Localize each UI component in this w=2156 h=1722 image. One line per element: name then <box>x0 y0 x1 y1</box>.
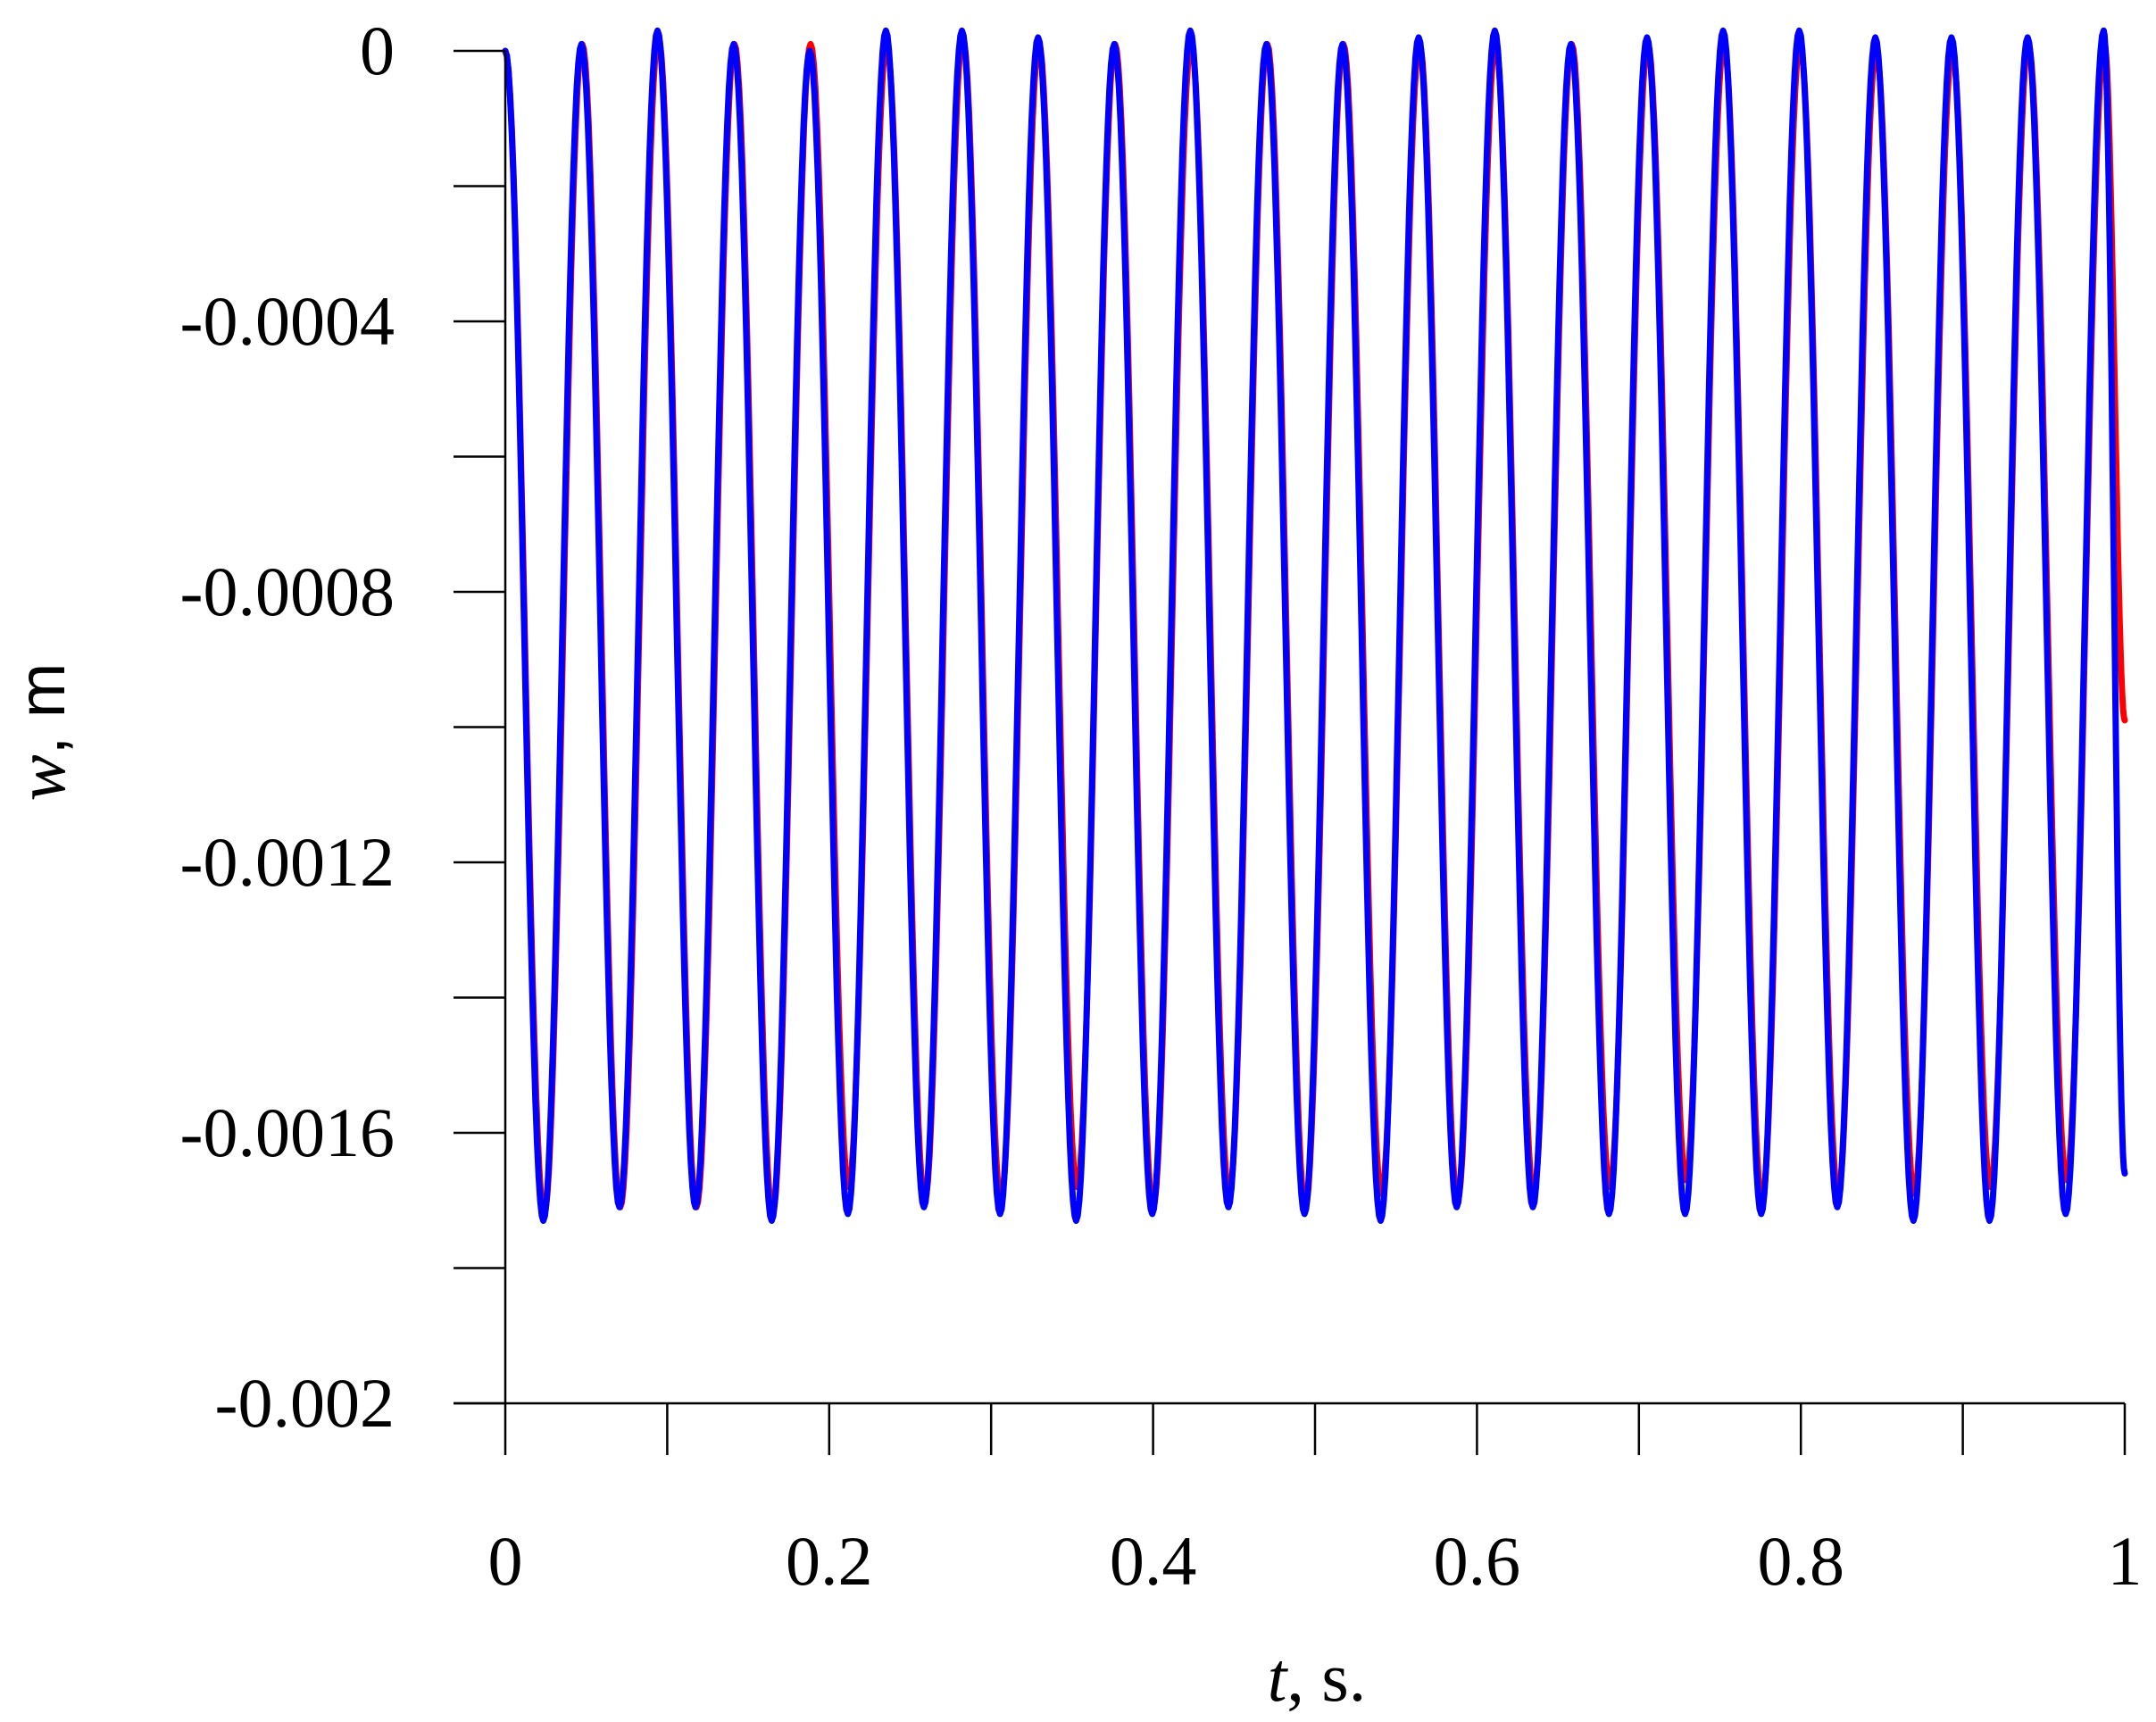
x-tick-label: 0.2 <box>786 1522 873 1600</box>
series-group <box>502 27 2128 1224</box>
x-tick-label: 0.6 <box>1434 1522 1521 1600</box>
y-axis-title: w, m <box>2 663 79 802</box>
x-axis-title-unit: , s. <box>1286 1638 1366 1716</box>
y-tick-label: -0.0004 <box>180 282 395 360</box>
y-tick-label: 0 <box>360 12 395 89</box>
x-axis-title: t, s. <box>1268 1638 1367 1716</box>
x-tick-label: 0.8 <box>1757 1522 1844 1600</box>
y-tick-label: -0.0008 <box>180 553 395 630</box>
x-tick-label: 0 <box>488 1522 523 1600</box>
series-line-1 <box>502 27 2128 1224</box>
y-axis-title-var: w <box>2 754 79 801</box>
y-tick-label: -0.002 <box>215 1364 395 1442</box>
y-tick-label: -0.0012 <box>180 823 395 901</box>
x-axis-tick-labels: 0 0.2 0.4 0.6 0.8 1 <box>488 1522 2143 1600</box>
x-axis-title-var: t <box>1268 1638 1289 1716</box>
x-axis-ticks <box>504 1403 2127 1455</box>
x-tick-label: 0.4 <box>1110 1522 1197 1600</box>
y-axis-title-unit: , m <box>4 663 79 755</box>
plot-area: 0 -0.0004 -0.0008 -0.0012 -0.0016 -0.002 0 0.2… <box>180 12 2143 1600</box>
y-axis-ticks <box>454 49 505 1405</box>
y-axis-tick-labels: 0 -0.0004 -0.0008 -0.0012 -0.0016 -0.002 <box>180 12 395 1442</box>
y-tick-label: -0.0016 <box>180 1094 395 1171</box>
x-tick-label: 1 <box>2108 1522 2143 1600</box>
